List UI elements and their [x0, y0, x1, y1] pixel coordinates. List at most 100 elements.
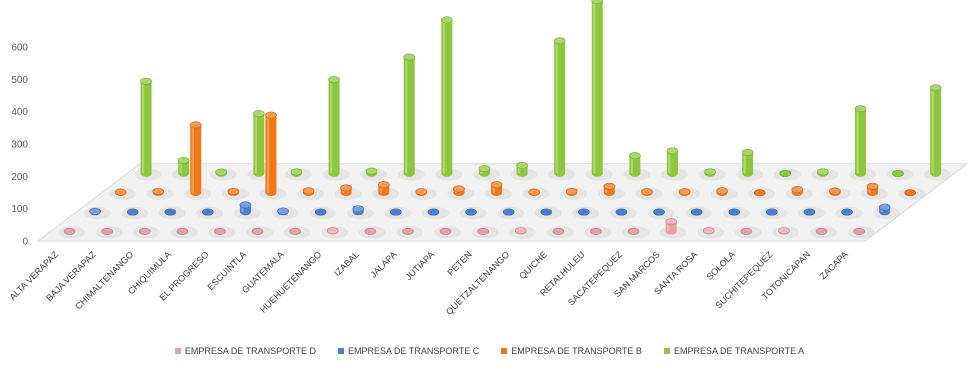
bar-cap	[126, 208, 139, 216]
legend-item-b: EMPRESA DE TRANSPORTE B	[501, 346, 642, 356]
bar-cap	[514, 227, 527, 235]
bar	[635, 187, 663, 200]
bar-cap	[516, 161, 528, 169]
bar-cap	[152, 187, 164, 195]
bar	[83, 206, 111, 220]
legend: EMPRESA DE TRANSPORTE D EMPRESA DE TRANS…	[0, 346, 979, 356]
bar-cap	[364, 227, 377, 235]
bar	[560, 187, 588, 200]
bar	[397, 53, 425, 181]
bar-cap	[829, 187, 841, 195]
bar	[409, 187, 437, 200]
bar	[597, 182, 625, 200]
bar-cap	[704, 168, 716, 176]
bar	[811, 168, 839, 181]
bar-cap	[89, 207, 101, 215]
bar	[497, 206, 525, 220]
bar	[697, 226, 725, 239]
bar	[196, 206, 224, 220]
bar-highlight	[667, 221, 670, 232]
bar	[848, 105, 876, 181]
legend-swatch-a	[663, 348, 670, 354]
y-tick-label: 400	[11, 107, 28, 118]
bar	[472, 165, 500, 181]
y-tick-label: 0	[22, 237, 28, 248]
bar	[924, 84, 952, 181]
bar-cap	[878, 203, 891, 211]
bar-highlight	[931, 87, 934, 174]
bar	[660, 147, 688, 181]
bar-cap	[665, 218, 677, 226]
bar	[321, 226, 349, 239]
bar-cap	[253, 110, 265, 118]
bar-cap	[114, 188, 127, 196]
bar	[685, 206, 713, 220]
bar-cap	[627, 227, 640, 235]
bar-cap	[289, 227, 301, 235]
bar-cap	[402, 227, 414, 235]
bar-cap	[565, 187, 578, 195]
category-label: JALAPA	[368, 249, 398, 279]
category-label: ZACAPA	[818, 249, 850, 281]
bar	[95, 226, 123, 239]
bar-highlight	[668, 150, 671, 174]
bar	[271, 206, 299, 220]
bar	[133, 226, 161, 239]
bar-cap	[390, 208, 402, 216]
bar	[609, 206, 637, 220]
bar-cap	[929, 84, 942, 92]
bar	[435, 16, 463, 181]
legend-swatch-d	[174, 348, 181, 354]
bars	[58, 0, 952, 239]
bar-cap	[340, 184, 352, 192]
bar-cap	[101, 227, 113, 235]
category-label: PETEN	[446, 249, 474, 277]
bar-cap	[779, 169, 792, 177]
bar	[734, 226, 762, 239]
bar	[297, 187, 325, 200]
bar	[546, 226, 574, 239]
bar	[861, 182, 889, 200]
bar-cap	[138, 227, 151, 235]
bar-cap	[202, 208, 214, 216]
bar-cap	[302, 187, 315, 195]
bar	[471, 226, 499, 239]
bar-cap	[314, 208, 327, 216]
category-label: JUTIAPA	[403, 249, 436, 282]
y-tick-label: 300	[11, 140, 28, 151]
bar-cap	[439, 227, 452, 235]
bar-cap	[478, 165, 491, 173]
legend-item-c: EMPRESA DE TRANSPORTE C	[338, 346, 479, 356]
bar	[873, 203, 901, 220]
bar	[572, 206, 600, 220]
bar	[647, 206, 675, 220]
bar-cap	[140, 77, 152, 85]
bar-cap	[227, 187, 240, 195]
bar	[121, 206, 149, 220]
bar-cap	[164, 208, 177, 216]
bar	[760, 206, 788, 220]
bar	[259, 111, 287, 200]
bar-highlight	[630, 155, 634, 174]
bar	[622, 226, 650, 239]
bar-cap	[590, 227, 602, 235]
bar-cap	[502, 208, 515, 216]
bar	[659, 218, 687, 239]
bar	[396, 226, 424, 239]
bar	[835, 206, 863, 220]
bar	[509, 226, 537, 239]
bar-cap	[666, 147, 679, 155]
bar	[785, 186, 813, 200]
category-label: IZABAL	[332, 249, 361, 278]
y-tick-label: 600	[11, 43, 28, 54]
bar	[459, 206, 487, 220]
bar-highlight	[593, 0, 596, 174]
bar-cap	[377, 181, 390, 189]
bar-cap	[239, 201, 252, 209]
bar	[384, 206, 412, 220]
bar-cap	[427, 208, 440, 216]
bar-highlight	[405, 57, 408, 174]
bar-highlight	[266, 115, 270, 193]
bar	[421, 206, 449, 220]
